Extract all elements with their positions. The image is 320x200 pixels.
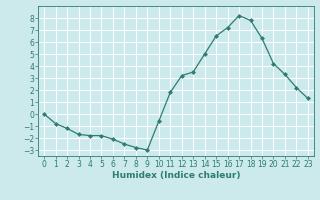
X-axis label: Humidex (Indice chaleur): Humidex (Indice chaleur) <box>112 171 240 180</box>
